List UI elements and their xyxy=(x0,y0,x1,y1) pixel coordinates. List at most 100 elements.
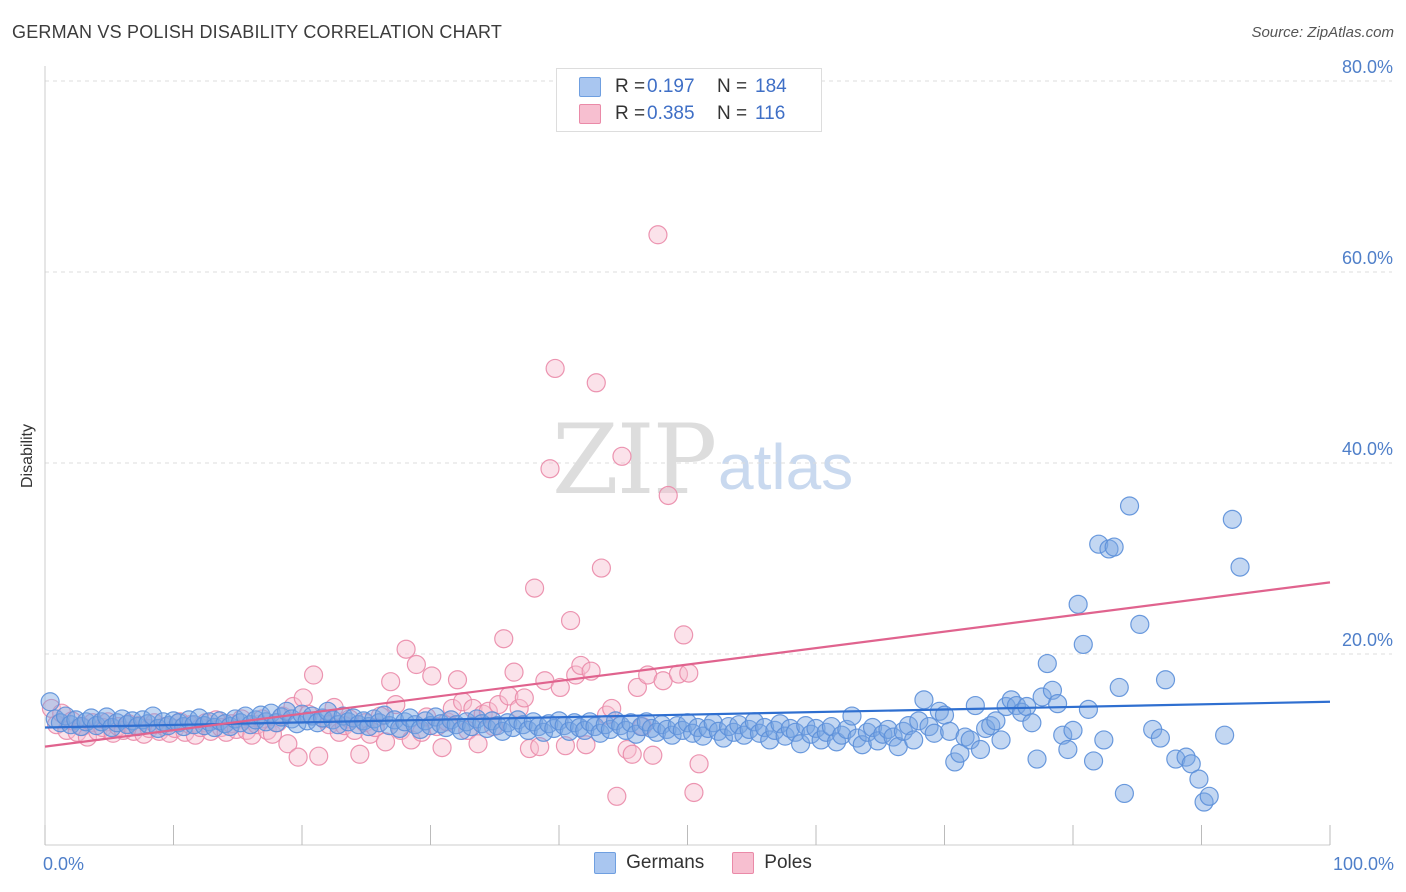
legend-n-value: 184 xyxy=(755,76,787,97)
data-point-germans xyxy=(641,718,662,739)
data-point-poles xyxy=(560,610,581,631)
data-point-germans xyxy=(801,724,821,744)
data-point-germans xyxy=(991,730,1011,750)
data-point-germans xyxy=(904,730,924,750)
trend-line-germans xyxy=(44,700,1331,729)
data-point-germans xyxy=(569,717,590,738)
data-point-germans xyxy=(1022,713,1042,733)
data-point-poles xyxy=(648,225,668,245)
data-point-poles xyxy=(242,725,262,745)
legend-r-label: R = xyxy=(615,76,646,97)
data-point-germans xyxy=(1047,694,1068,714)
data-point-poles xyxy=(689,754,709,774)
data-point-germans xyxy=(1109,677,1129,698)
data-point-germans xyxy=(1189,769,1209,789)
data-point-germans xyxy=(1222,509,1242,529)
legend-row-poles: R = 0.385 N = 116 xyxy=(579,101,785,127)
data-point-germans xyxy=(770,714,790,734)
data-point-germans xyxy=(1150,728,1170,748)
chart-title: GERMAN VS POLISH DISABILITY CORRELATION … xyxy=(12,22,503,42)
legend-swatch-germans xyxy=(579,77,601,97)
data-point-germans xyxy=(816,722,836,742)
data-point-germans xyxy=(806,718,826,739)
data-point-poles xyxy=(504,662,524,682)
stats-legend: R = 0.197 N = 184 R = 0.385 N = 116 xyxy=(556,68,822,132)
data-point-germans xyxy=(1063,720,1083,741)
data-point-germans xyxy=(1215,725,1235,745)
data-point-germans xyxy=(1119,496,1140,516)
legend-r-value: 0.197 xyxy=(647,76,695,97)
data-point-poles xyxy=(571,655,591,676)
data-point-poles xyxy=(396,639,416,659)
data-point-germans xyxy=(1155,670,1176,690)
data-point-poles xyxy=(540,459,560,479)
data-point-germans xyxy=(621,713,641,733)
trend-lines xyxy=(44,581,1331,748)
data-point-poles xyxy=(674,625,694,645)
data-point-germans xyxy=(976,718,996,739)
data-point-poles xyxy=(591,558,612,578)
data-point-poles xyxy=(530,737,550,757)
data-point-poles xyxy=(643,745,663,765)
y-tick-label: 20.0% xyxy=(1342,630,1393,650)
data-point-poles xyxy=(514,688,534,708)
data-point-poles xyxy=(524,578,545,598)
data-point-poles xyxy=(555,736,576,756)
data-point-poles xyxy=(350,744,370,764)
data-point-poles xyxy=(586,373,606,393)
data-point-poles xyxy=(381,672,401,692)
x-tick-label: 0.0% xyxy=(43,854,84,874)
data-point-poles xyxy=(622,744,642,764)
data-point-germans xyxy=(1230,557,1250,577)
chart-source: Source: ZipAtlas.com xyxy=(1251,24,1394,41)
data-point-germans xyxy=(1199,786,1219,806)
data-point-poles xyxy=(432,737,452,758)
data-point-poles xyxy=(684,782,704,803)
legend-n-label: N = xyxy=(717,103,748,124)
data-point-poles xyxy=(602,698,622,719)
legend-n-label: N = xyxy=(717,76,748,97)
data-point-germans xyxy=(929,701,949,721)
data-point-germans xyxy=(1083,751,1104,771)
data-point-poles xyxy=(375,732,396,752)
data-point-germans xyxy=(842,706,862,726)
y-tick-label: 60.0% xyxy=(1342,248,1393,268)
x-tick-label: 100.0% xyxy=(1333,854,1394,874)
data-point-poles xyxy=(494,629,514,649)
data-point-germans xyxy=(657,719,677,740)
data-point-germans xyxy=(734,725,754,745)
data-point-germans xyxy=(883,727,903,747)
data-point-germans xyxy=(760,730,780,750)
y-tick-label: 80.0% xyxy=(1342,57,1393,77)
legend-item-germans: Germans xyxy=(594,852,704,874)
data-point-germans xyxy=(1104,537,1124,557)
data-point-germans xyxy=(790,734,811,754)
data-point-germans xyxy=(1194,792,1214,812)
trend-line-poles xyxy=(44,581,1331,748)
data-point-germans xyxy=(914,690,934,710)
data-point-germans xyxy=(1068,594,1088,614)
data-point-germans xyxy=(1094,730,1114,750)
data-point-germans xyxy=(955,727,975,747)
data-point-germans xyxy=(986,711,1006,731)
data-point-germans xyxy=(970,739,991,760)
legend-item-poles: Poles xyxy=(732,852,812,874)
series-legend: Germans Poles xyxy=(0,852,1406,874)
data-point-poles xyxy=(576,735,596,755)
grid-lines xyxy=(45,80,1392,655)
data-point-germans xyxy=(1089,534,1109,554)
data-point-poles xyxy=(278,734,298,754)
data-point-germans xyxy=(780,718,800,739)
data-point-germans xyxy=(1017,696,1037,717)
legend-row-germans: R = 0.197 N = 184 xyxy=(579,74,787,100)
data-point-germans xyxy=(749,723,770,743)
data-point-poles xyxy=(612,446,632,466)
watermark-zip: ZIP xyxy=(552,404,717,516)
tick-labels: 20.0% 40.0% 60.0% 80.0% 0.0% 100.0% xyxy=(43,57,1394,874)
data-point-poles xyxy=(309,746,329,766)
legend-r-label: R = xyxy=(615,103,646,124)
data-point-germans xyxy=(1114,783,1135,804)
data-point-germans xyxy=(785,722,806,742)
legend-r-value: 0.385 xyxy=(647,103,695,124)
